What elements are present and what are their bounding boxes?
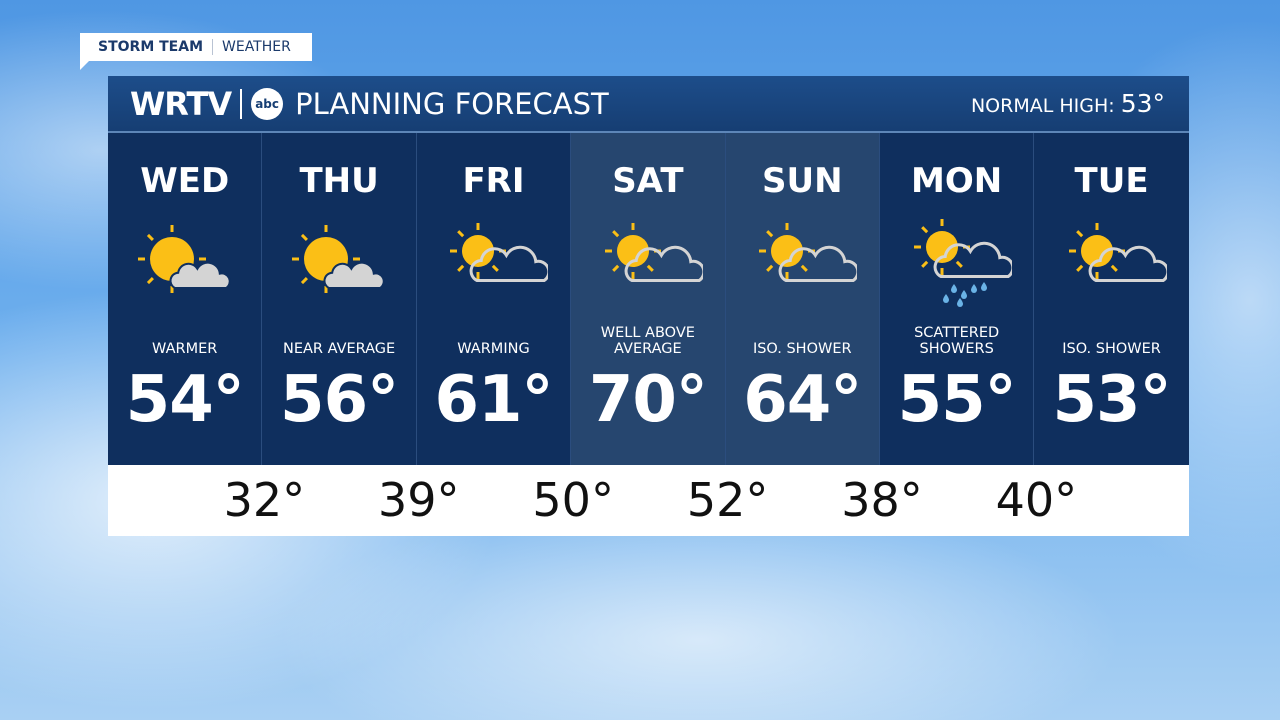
- mostly-sunny-icon: [137, 225, 231, 293]
- sun-cloud-rain-icon: [913, 219, 1012, 307]
- partly-cloudy-icon: [759, 223, 858, 282]
- high-temp: 53°: [1052, 363, 1172, 437]
- day-columns: WED WARMER 54° THU NEAR AVERAGE 56° FRI WA…: [108, 133, 1189, 465]
- partly-cloudy-icon: [1068, 223, 1167, 282]
- low-temp: 50°: [532, 473, 614, 527]
- condition: WARMING: [457, 341, 530, 357]
- station-logo: WRTV: [130, 84, 232, 123]
- low-temp: 52°: [686, 473, 769, 527]
- condition: NEAR AVERAGE: [282, 341, 396, 357]
- day-name: WED: [140, 161, 230, 201]
- partly-cloudy-icon: [604, 223, 703, 282]
- day-column-tue: TUE ISO. SHOWER 53°: [1034, 133, 1188, 465]
- day-name: MON: [911, 161, 1003, 201]
- condition: WELL ABOVE AVERAGE: [600, 325, 695, 357]
- normal-high-label: NORMAL HIGH:: [970, 95, 1115, 117]
- day-column-mon: MON SCATTERED SHOWERS 55°: [880, 133, 1035, 465]
- header: WRTV abc PLANNING FORECAST NORMAL HIGH: …: [108, 76, 1189, 133]
- tag-left: STORM TEAM: [98, 39, 203, 55]
- day-name: SAT: [612, 161, 684, 201]
- high-temp: 64°: [743, 363, 862, 437]
- high-temp: 61°: [434, 363, 553, 437]
- condition: ISO. SHOWER: [752, 341, 852, 357]
- partly-cloudy-icon: [450, 223, 549, 282]
- storm-team-weather-tag: STORM TEAM WEATHER: [80, 33, 312, 70]
- low-temp: 40°: [995, 473, 1078, 527]
- page-title: PLANNING FORECAST: [295, 86, 609, 121]
- day-column-wed: WED WARMER 54°: [108, 133, 263, 465]
- mostly-sunny-icon: [292, 225, 385, 293]
- low-temp: 32°: [223, 473, 306, 527]
- day-name: SUN: [761, 161, 843, 201]
- day-column-sat: SAT WELL ABOVE AVERAGE 70°: [571, 133, 726, 465]
- day-column-sun: SUN ISO. SHOWER 64°: [725, 133, 880, 465]
- divider: [240, 88, 243, 119]
- normal-high-value: 53°: [1120, 89, 1165, 118]
- day-name: FRI: [462, 161, 525, 201]
- normal-high: NORMAL HIGH: 53°: [971, 89, 1165, 118]
- day-name: TUE: [1074, 161, 1149, 201]
- day-column-fri: FRI WARMING 61°: [417, 133, 572, 465]
- tag-right: WEATHER: [222, 39, 291, 55]
- low-temps-row: 32° 39° 50° 52° 38° 40°: [108, 465, 1189, 536]
- high-temp: 70°: [588, 363, 708, 437]
- forecast-panel: WRTV abc PLANNING FORECAST NORMAL HIGH: …: [108, 76, 1189, 536]
- high-temp: 54°: [125, 363, 245, 437]
- divider: [212, 39, 213, 55]
- low-temp: 38°: [841, 473, 923, 527]
- abc-logo: abc: [251, 87, 284, 120]
- low-temp: 39°: [378, 473, 460, 527]
- day-name: THU: [299, 161, 379, 201]
- condition: ISO. SHOWER: [1062, 341, 1161, 357]
- high-temp: 56°: [280, 363, 399, 437]
- day-column-thu: THU NEAR AVERAGE 56°: [262, 133, 417, 465]
- condition: WARMER: [152, 341, 218, 357]
- high-temp: 55°: [897, 363, 1017, 437]
- condition: SCATTERED SHOWERS: [914, 325, 1000, 357]
